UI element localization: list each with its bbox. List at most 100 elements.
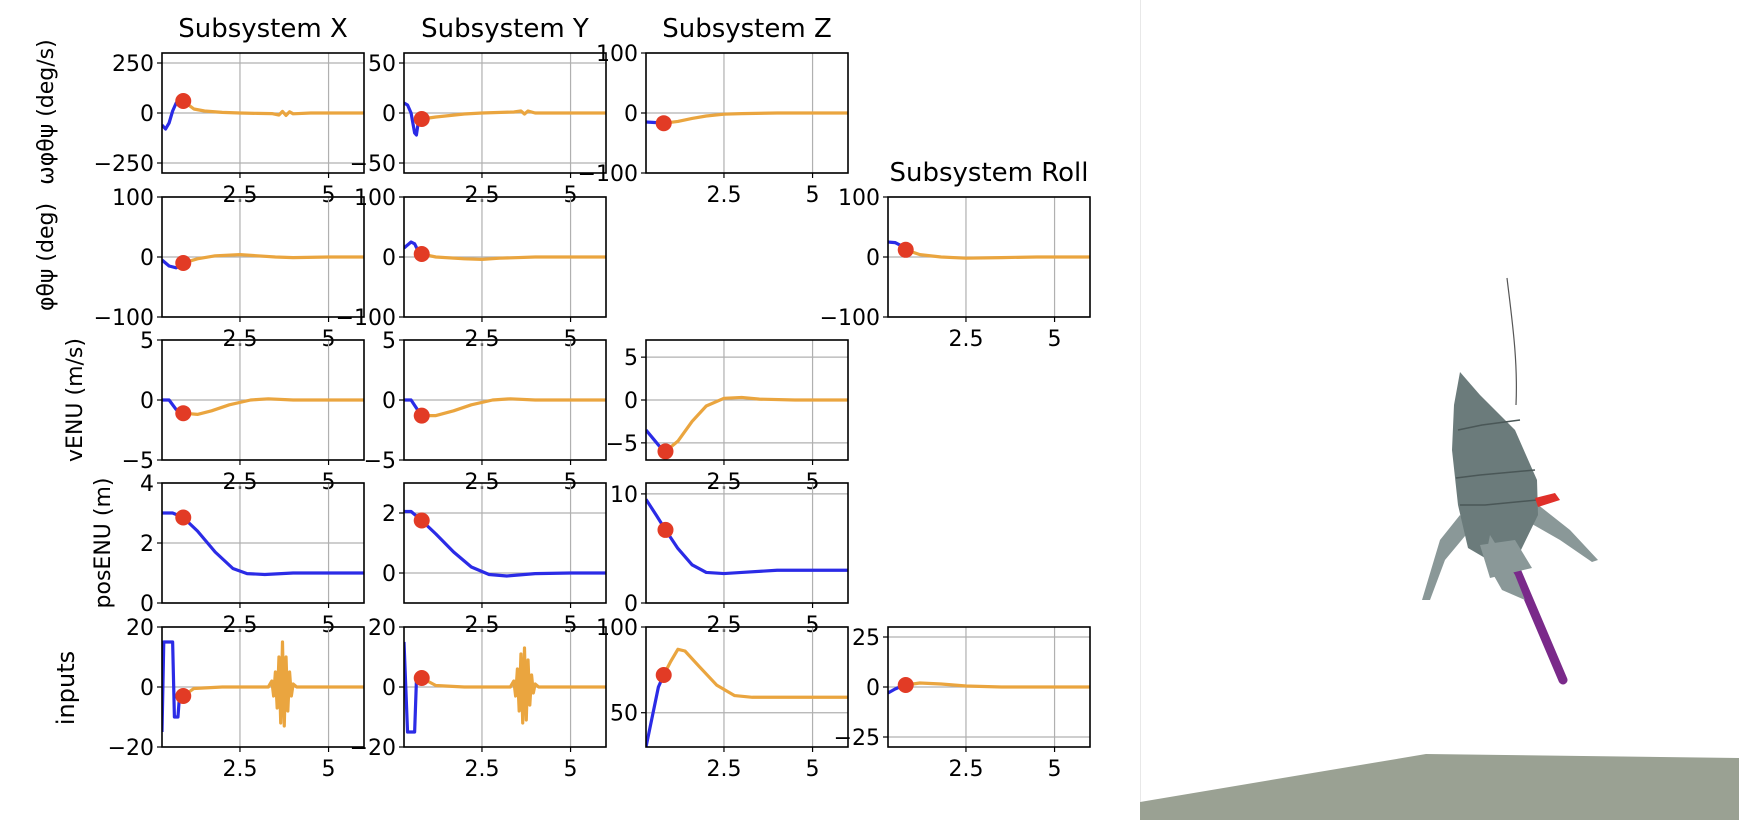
row-label-position: posENU (m) [91,478,116,609]
rocket-model [1422,372,1598,685]
current-time-marker [175,509,192,526]
plot-area [404,240,606,262]
row-labels: ωφθψ (deg/s) φθψ (deg) vENU (m/s) posENU… [34,39,116,725]
series-line-blue [646,674,666,747]
x-tick-label: 2.5 [222,757,257,782]
x-tick-label: 5 [806,183,820,208]
series-line-orange [182,640,364,728]
panel-inputs-y: 20 0 −20 2.5 5 [350,616,607,782]
y-tick-label: 100 [596,42,638,67]
x-tick-label: 5 [564,757,578,782]
current-time-marker [413,111,430,127]
series-line-orange [663,111,848,125]
series-line-blue [646,498,848,576]
panel-vel-y: 50−52.5 5 [364,329,607,495]
x-tick-label: 5 [564,613,578,638]
y-tick-label: 0 [140,592,154,617]
current-time-marker [175,93,192,109]
panel-inputs-roll: 25 0 −25 2.5 5 [834,626,1091,782]
x-tick-label: 5 [322,757,336,782]
x-tick-label: 2.5 [948,327,983,352]
y-tick-label: −100 [336,306,396,331]
y-tick-label: 0 [140,389,154,414]
y-tick-label: 25 [852,626,880,651]
x-tick-label: 5 [806,613,820,638]
y-tick-label: 0 [866,676,880,701]
plot-area [646,395,848,460]
series-line-orange [905,681,1090,689]
series-line-blue [404,509,606,578]
current-time-marker [413,246,430,262]
x-tick-label: 2.5 [706,757,741,782]
series-line-orange [183,397,364,416]
y-tick-label: 0 [382,246,396,271]
y-tick-label: 4 [140,472,154,497]
series-line-orange [420,646,606,725]
panel-omega-y: 500−502.5 5 [350,52,607,208]
x-tick-label: 5 [806,757,820,782]
plot-area [404,397,606,424]
y-tick-label: 0 [382,562,396,587]
row-label-omega: ωφθψ (deg/s) [34,39,59,184]
plot-area [162,509,364,577]
panel-angle-roll: 100 0 −100 2.5 5 [820,186,1091,352]
y-tick-label: 5 [382,329,396,354]
y-tick-label: −5 [364,449,396,474]
y-tick-label: 0 [140,246,154,271]
panel-inputs-z: 100 50 2.5 5 [596,616,849,782]
y-tick-label: 100 [354,186,396,211]
panel-omega-z: 100 0 −100 2.5 5 [578,42,849,208]
axes-frame [645,626,849,748]
plot-area [888,677,1090,695]
col-title-y: Subsystem Y [421,14,589,44]
current-time-marker [657,521,674,538]
y-tick-label: 5 [140,329,154,354]
y-tick-label: 0 [624,389,638,414]
plot-area [162,253,364,271]
x-tick-label: 5 [564,183,578,208]
rocket-fin-right [1525,500,1598,562]
y-tick-label: −100 [94,306,154,331]
y-tick-label: 100 [838,186,880,211]
col-title-roll: Subsystem Roll [890,158,1089,188]
y-tick-label: −100 [820,306,880,331]
series-line-orange [182,99,364,118]
y-tick-label: 50 [610,702,638,727]
current-time-marker [175,405,192,422]
x-tick-label: 2.5 [948,757,983,782]
y-tick-label: −20 [108,736,154,761]
y-tick-label: 0 [140,676,154,701]
current-time-marker [655,667,672,683]
y-tick-label: 5 [624,346,638,371]
y-tick-label: 2 [140,532,154,557]
y-tick-label: 0 [382,102,396,127]
ground-plane [1140,754,1739,820]
current-time-marker [655,115,672,132]
y-tick-label: −20 [350,736,396,761]
series-line-orange [421,397,606,418]
rocket-fin-front [1485,535,1525,600]
y-tick-label: −5 [606,432,638,457]
x-tick-label: 5 [322,183,336,208]
plot-area [404,641,606,734]
y-tick-label: 2 [382,502,396,527]
panel-inputs-x: 20 0 −20 2.5 5 [108,616,365,782]
subplot-grid: Subsystem X Subsystem Y Subsystem Z Subs… [34,14,1091,782]
trajectory-trail [1506,277,1517,406]
x-tick-label: 5 [322,613,336,638]
y-tick-label: 250 [112,52,154,77]
x-tick-label: 2.5 [706,183,741,208]
axes-frame [403,482,607,604]
series-line-orange [421,109,606,121]
current-time-marker [175,255,192,271]
y-tick-label: 100 [112,186,154,211]
y-tick-label: 20 [368,616,396,641]
plot-area [646,498,848,576]
rocket-3d-view[interactable] [1140,0,1739,820]
y-tick-label: 10 [610,483,638,508]
y-tick-label: 50 [368,52,396,77]
plot-area [404,101,606,137]
